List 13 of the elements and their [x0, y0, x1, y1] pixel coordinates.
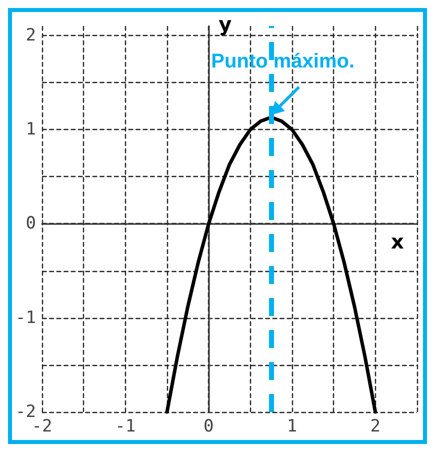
x-tick-label: 2: [370, 416, 380, 436]
annotation: Punto máximo.: [211, 50, 355, 72]
x-axis-title: x: [391, 230, 404, 254]
y-tick-label: -2: [16, 402, 36, 422]
y-tick-label: 2: [26, 25, 36, 46]
x-tick-label: 0: [204, 416, 214, 436]
y-tick-label: 0: [26, 214, 36, 234]
x-tick-label: 1: [286, 416, 298, 436]
line-series: [165, 116, 378, 414]
x-tick-label: -1: [115, 416, 136, 436]
y-tick-label: -1: [16, 308, 36, 328]
y-tick-label: 1: [26, 120, 36, 140]
y-axis-title: y: [218, 12, 232, 36]
